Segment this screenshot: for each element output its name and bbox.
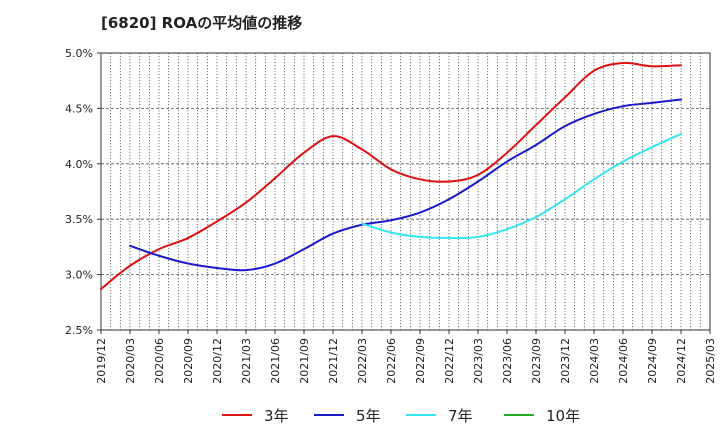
series-line-0 <box>100 61 682 290</box>
x-tick-label: 2022/12 <box>443 338 456 384</box>
legend-item-3y: 3年 <box>222 405 289 425</box>
x-tick-label: 2020/06 <box>153 338 166 384</box>
chart-title: [6820] ROAの平均値の推移 <box>101 14 303 32</box>
y-tick-label: 5.0% <box>65 47 93 60</box>
legend-label-10y: 10年 <box>546 406 581 425</box>
x-tick-label: 2023/12 <box>559 338 572 384</box>
x-tick-label: 2020/12 <box>211 338 224 384</box>
x-tick-label: 2021/03 <box>240 338 253 384</box>
x-tick-label: 2021/06 <box>269 338 282 384</box>
y-tick-label: 3.5% <box>65 213 93 226</box>
x-tick-label: 2024/12 <box>675 338 688 384</box>
legend-item-10y: 10年 <box>504 405 580 425</box>
x-tick-label: 2024/06 <box>617 338 630 384</box>
x-tick-label: 2021/09 <box>298 338 311 384</box>
legend-label-3y: 3年 <box>264 406 289 425</box>
legend-swatch-3y <box>222 414 252 416</box>
legend-swatch-7y <box>406 414 436 416</box>
plot-frame <box>100 52 711 331</box>
x-tick-label: 2020/09 <box>182 338 195 384</box>
y-tick-label: 4.0% <box>65 158 93 171</box>
y-tick-label: 2.5% <box>65 324 93 337</box>
x-tick-label: 2024/09 <box>646 338 659 384</box>
legend-label-7y: 7年 <box>448 406 473 425</box>
legend: 3年 5年 7年 10年 <box>0 400 720 430</box>
x-tick-label: 2020/03 <box>124 338 137 384</box>
legend-swatch-10y <box>504 414 534 416</box>
x-tick-label: 2023/06 <box>501 338 514 384</box>
x-tick-label: 2022/06 <box>385 338 398 384</box>
x-tick-label: 2025/03 <box>704 338 717 384</box>
x-tick-label: 2021/12 <box>327 338 340 384</box>
legend-swatch-5y <box>314 414 344 416</box>
x-tick-label: 2022/09 <box>414 338 427 384</box>
x-tick-label: 2022/03 <box>356 338 369 384</box>
legend-item-7y: 7年 <box>406 405 473 425</box>
legend-item-5y: 5年 <box>314 405 381 425</box>
series-line-1 <box>129 98 682 272</box>
x-tick-label: 2023/09 <box>530 338 543 384</box>
y-tick-label: 4.5% <box>65 102 93 115</box>
plot-area <box>101 53 710 330</box>
series-line-2 <box>361 132 682 240</box>
x-tick-label: 2023/03 <box>472 338 485 384</box>
x-tick-label: 2019/12 <box>95 338 108 384</box>
y-tick-label: 3.0% <box>65 269 93 282</box>
x-tick-label: 2024/03 <box>588 338 601 384</box>
legend-label-5y: 5年 <box>356 406 381 425</box>
